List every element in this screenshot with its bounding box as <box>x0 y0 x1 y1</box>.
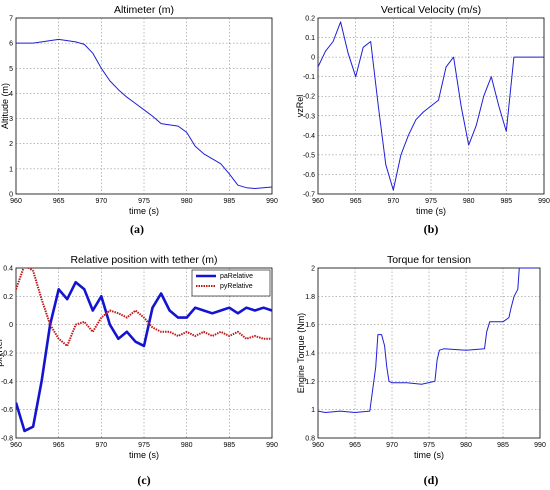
y-tick-label: 0 <box>311 55 315 62</box>
series-line-series-1 <box>16 38 272 189</box>
chart-panel-2: 960 965 970 975 980 985 990 0.2 0.1 0 -0.1 -0.2 -0.3… <box>295 4 550 236</box>
panel-caption: (d) <box>424 473 439 487</box>
y-tick-label: 2 <box>9 141 13 148</box>
y-tick-label: 0.1 <box>305 35 315 42</box>
x-tick-label: 970 <box>387 198 399 205</box>
y-tick-label: 1.8 <box>305 294 315 301</box>
x-tick-label: 990 <box>538 198 550 205</box>
x-tick-label: 965 <box>53 442 65 449</box>
y-tick-label: -0.6 <box>303 172 315 179</box>
legend-label: paRelative <box>220 273 253 280</box>
x-tick-label: 965 <box>350 198 362 205</box>
x-axis-label: time (s) <box>129 450 159 460</box>
y-tick-label: 1.6 <box>305 322 315 329</box>
x-tick-label: 960 <box>312 198 324 205</box>
x-tick-label: 975 <box>138 442 150 449</box>
chart-panel-3: 960 965 970 975 980 985 990 0.4 0.2 0 -0.2 -0.4 -0.6… <box>0 254 278 487</box>
y-tick-label: 1 <box>311 407 315 414</box>
y-tick-label: 1.2 <box>305 379 315 386</box>
y-axis-label: Altitude (m) <box>0 83 10 129</box>
x-tick-label: 990 <box>266 198 278 205</box>
x-tick-label: 960 <box>10 442 22 449</box>
y-tick-label: 1 <box>9 166 13 173</box>
y-tick-label: 0.2 <box>305 16 315 23</box>
y-tick-label: -0.4 <box>1 379 13 386</box>
x-tick-label: 990 <box>266 442 278 449</box>
x-tick-label: 985 <box>497 442 509 449</box>
y-tick-label: -0.1 <box>303 74 315 81</box>
y-tick-label: 4 <box>9 91 13 98</box>
y-tick-label: -0.2 <box>1 351 13 358</box>
panel-caption: (c) <box>137 473 150 487</box>
y-tick-label: 0 <box>9 322 13 329</box>
series-line-paRelative <box>16 280 272 433</box>
legend-label: pyRelative <box>220 283 253 290</box>
series-line-series-1 <box>318 21 544 191</box>
legend-box <box>191 269 271 297</box>
chart-title: Relative position with tether (m) <box>70 254 217 266</box>
x-tick-label: 985 <box>223 198 235 205</box>
y-tick-label: 0.8 <box>305 436 315 443</box>
y-axis-label: Engine Torque (Nm) <box>296 313 306 393</box>
x-tick-label: 975 <box>423 442 435 449</box>
x-tick-label: 975 <box>138 198 150 205</box>
y-tick-label: 0 <box>9 192 13 199</box>
x-tick-label: 985 <box>500 198 512 205</box>
y-axis-label: pxyRel <box>0 339 4 367</box>
x-tick-label: 970 <box>95 198 107 205</box>
chart-title: Torque for tension <box>387 254 471 266</box>
y-tick-label: -0.7 <box>303 192 315 199</box>
y-tick-label: 2 <box>311 266 315 273</box>
x-tick-label: 970 <box>95 442 107 449</box>
x-tick-label: 970 <box>386 442 398 449</box>
y-tick-label: -0.6 <box>1 407 13 414</box>
y-tick-label: 0.2 <box>3 294 13 301</box>
x-axis-label: time (s) <box>129 206 159 216</box>
chart-title: Vertical Velocity (m/s) <box>381 4 481 16</box>
x-tick-label: 980 <box>181 442 193 449</box>
x-tick-label: 985 <box>223 442 235 449</box>
y-tick-label: 0.4 <box>3 266 13 273</box>
y-tick-label: -0.3 <box>303 113 315 120</box>
x-tick-label: 960 <box>10 198 22 205</box>
y-tick-label: 6 <box>9 41 13 48</box>
chart-panel-4: 960 965 970 975 980 985 990 0.8 1 1.2 1.4 1.6 1.8 2 To… <box>296 254 546 487</box>
y-tick-label: 7 <box>9 16 13 23</box>
panel-caption: (b) <box>424 222 439 236</box>
x-tick-label: 980 <box>463 198 475 205</box>
x-tick-label: 980 <box>460 442 472 449</box>
y-tick-label: 1.4 <box>305 351 315 358</box>
legend: paRelative pyRelative <box>191 269 271 297</box>
y-tick-label: 3 <box>9 116 13 123</box>
series-line-series-1 <box>318 268 537 413</box>
x-tick-label: 975 <box>425 198 437 205</box>
x-tick-label: 990 <box>534 442 546 449</box>
panel-caption: (a) <box>130 222 144 236</box>
y-tick-label: -0.8 <box>1 436 13 443</box>
y-tick-label: -0.5 <box>303 152 315 159</box>
x-axis-label: time (s) <box>416 206 446 216</box>
y-tick-label: 5 <box>9 66 13 73</box>
chart-panel-1: 960 965 970 975 980 985 990 0 1 2 3 4 5 6 7 Altimeter (… <box>0 4 278 236</box>
x-tick-label: 960 <box>312 442 324 449</box>
x-tick-label: 965 <box>53 198 65 205</box>
y-tick-label: -0.4 <box>303 133 315 140</box>
y-axis-label: vzRel <box>295 95 305 118</box>
x-tick-label: 965 <box>349 442 361 449</box>
x-tick-label: 980 <box>181 198 193 205</box>
x-axis-label: time (s) <box>414 450 444 460</box>
y-tick-label: -0.2 <box>303 94 315 101</box>
chart-title: Altimeter (m) <box>114 4 174 16</box>
series-line-pyRelative <box>16 268 272 347</box>
